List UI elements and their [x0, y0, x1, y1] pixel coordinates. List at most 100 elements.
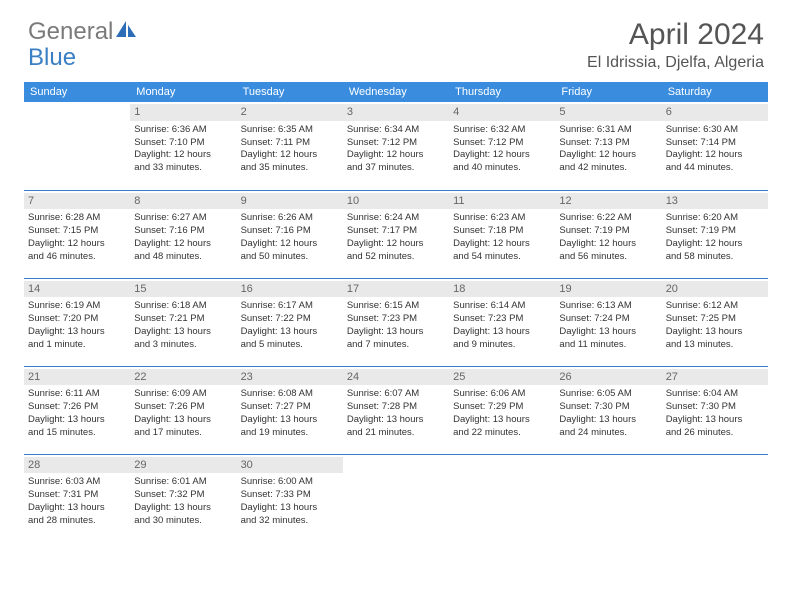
day-number: 2 — [237, 104, 343, 121]
calendar-day-cell: 20Sunrise: 6:12 AMSunset: 7:25 PMDayligh… — [662, 278, 768, 366]
cell-sunrise: Sunrise: 6:27 AM — [134, 212, 232, 225]
cell-daylight1: Daylight: 13 hours — [134, 414, 232, 427]
cell-daylight1: Daylight: 12 hours — [559, 149, 657, 162]
calendar-day-cell: 12Sunrise: 6:22 AMSunset: 7:19 PMDayligh… — [555, 190, 661, 278]
cell-sunrise: Sunrise: 6:26 AM — [241, 212, 339, 225]
day-number: 5 — [555, 104, 661, 121]
cell-daylight1: Daylight: 13 hours — [347, 414, 445, 427]
day-number: 29 — [130, 457, 236, 474]
calendar-header-row: SundayMondayTuesdayWednesdayThursdayFrid… — [24, 82, 768, 102]
cell-sunset: Sunset: 7:18 PM — [453, 225, 551, 238]
logo-sail-icon — [116, 21, 138, 39]
cell-sunset: Sunset: 7:15 PM — [28, 225, 126, 238]
cell-daylight2: and 40 minutes. — [453, 162, 551, 175]
cell-daylight2: and 15 minutes. — [28, 427, 126, 440]
calendar-day-cell: 19Sunrise: 6:13 AMSunset: 7:24 PMDayligh… — [555, 278, 661, 366]
cell-sunset: Sunset: 7:22 PM — [241, 313, 339, 326]
calendar-day-cell: 29Sunrise: 6:01 AMSunset: 7:32 PMDayligh… — [130, 454, 236, 542]
cell-sunrise: Sunrise: 6:08 AM — [241, 388, 339, 401]
cell-daylight1: Daylight: 12 hours — [28, 238, 126, 251]
cell-sunrise: Sunrise: 6:12 AM — [666, 300, 764, 313]
day-number: 23 — [237, 369, 343, 386]
cell-daylight2: and 44 minutes. — [666, 162, 764, 175]
cell-sunset: Sunset: 7:21 PM — [134, 313, 232, 326]
cell-daylight2: and 35 minutes. — [241, 162, 339, 175]
calendar-day-cell: 27Sunrise: 6:04 AMSunset: 7:30 PMDayligh… — [662, 366, 768, 454]
cell-sunrise: Sunrise: 6:32 AM — [453, 124, 551, 137]
cell-sunrise: Sunrise: 6:04 AM — [666, 388, 764, 401]
calendar-day-cell: 16Sunrise: 6:17 AMSunset: 7:22 PMDayligh… — [237, 278, 343, 366]
calendar-day-cell: 15Sunrise: 6:18 AMSunset: 7:21 PMDayligh… — [130, 278, 236, 366]
cell-daylight2: and 54 minutes. — [453, 251, 551, 264]
cell-sunrise: Sunrise: 6:14 AM — [453, 300, 551, 313]
cell-sunrise: Sunrise: 6:20 AM — [666, 212, 764, 225]
calendar-day-cell: 9Sunrise: 6:26 AMSunset: 7:16 PMDaylight… — [237, 190, 343, 278]
cell-daylight2: and 56 minutes. — [559, 251, 657, 264]
day-number: 15 — [130, 281, 236, 298]
cell-daylight2: and 48 minutes. — [134, 251, 232, 264]
calendar-body: 1Sunrise: 6:36 AMSunset: 7:10 PMDaylight… — [24, 102, 768, 542]
cell-sunrise: Sunrise: 6:28 AM — [28, 212, 126, 225]
cell-daylight1: Daylight: 12 hours — [241, 238, 339, 251]
calendar-day-cell — [24, 102, 130, 190]
cell-daylight2: and 42 minutes. — [559, 162, 657, 175]
cell-daylight2: and 7 minutes. — [347, 339, 445, 352]
cell-sunset: Sunset: 7:12 PM — [347, 137, 445, 150]
cell-sunrise: Sunrise: 6:00 AM — [241, 476, 339, 489]
cell-sunrise: Sunrise: 6:03 AM — [28, 476, 126, 489]
day-number: 4 — [449, 104, 555, 121]
cell-sunset: Sunset: 7:13 PM — [559, 137, 657, 150]
day-number: 6 — [662, 104, 768, 121]
day-number: 1 — [130, 104, 236, 121]
weekday-header: Tuesday — [237, 82, 343, 102]
calendar-week-row: 14Sunrise: 6:19 AMSunset: 7:20 PMDayligh… — [24, 278, 768, 366]
month-title: April 2024 — [587, 18, 764, 52]
cell-daylight1: Daylight: 13 hours — [666, 414, 764, 427]
calendar-day-cell: 2Sunrise: 6:35 AMSunset: 7:11 PMDaylight… — [237, 102, 343, 190]
calendar-day-cell: 24Sunrise: 6:07 AMSunset: 7:28 PMDayligh… — [343, 366, 449, 454]
cell-daylight1: Daylight: 12 hours — [666, 238, 764, 251]
cell-sunrise: Sunrise: 6:05 AM — [559, 388, 657, 401]
calendar-day-cell — [343, 454, 449, 542]
calendar-day-cell: 8Sunrise: 6:27 AMSunset: 7:16 PMDaylight… — [130, 190, 236, 278]
cell-daylight2: and 11 minutes. — [559, 339, 657, 352]
cell-sunrise: Sunrise: 6:30 AM — [666, 124, 764, 137]
cell-sunset: Sunset: 7:16 PM — [241, 225, 339, 238]
cell-daylight2: and 52 minutes. — [347, 251, 445, 264]
cell-sunset: Sunset: 7:31 PM — [28, 489, 126, 502]
cell-sunset: Sunset: 7:20 PM — [28, 313, 126, 326]
cell-daylight2: and 33 minutes. — [134, 162, 232, 175]
day-number: 12 — [555, 193, 661, 210]
cell-daylight1: Daylight: 13 hours — [241, 502, 339, 515]
cell-daylight1: Daylight: 13 hours — [241, 326, 339, 339]
calendar-day-cell — [449, 454, 555, 542]
calendar-table: SundayMondayTuesdayWednesdayThursdayFrid… — [24, 82, 768, 542]
cell-sunrise: Sunrise: 6:07 AM — [347, 388, 445, 401]
brand-part1: General — [28, 18, 113, 46]
cell-sunset: Sunset: 7:19 PM — [559, 225, 657, 238]
cell-sunrise: Sunrise: 6:06 AM — [453, 388, 551, 401]
calendar-day-cell: 30Sunrise: 6:00 AMSunset: 7:33 PMDayligh… — [237, 454, 343, 542]
calendar-day-cell: 3Sunrise: 6:34 AMSunset: 7:12 PMDaylight… — [343, 102, 449, 190]
cell-sunrise: Sunrise: 6:11 AM — [28, 388, 126, 401]
weekday-header: Thursday — [449, 82, 555, 102]
calendar-week-row: 28Sunrise: 6:03 AMSunset: 7:31 PMDayligh… — [24, 454, 768, 542]
cell-daylight2: and 28 minutes. — [28, 515, 126, 528]
calendar-day-cell: 4Sunrise: 6:32 AMSunset: 7:12 PMDaylight… — [449, 102, 555, 190]
cell-sunrise: Sunrise: 6:23 AM — [453, 212, 551, 225]
cell-sunset: Sunset: 7:23 PM — [453, 313, 551, 326]
cell-daylight1: Daylight: 12 hours — [134, 238, 232, 251]
page-header: General April 2024 El Idrissia, Djelfa, … — [0, 0, 792, 82]
brand-part2: Blue — [28, 44, 76, 72]
cell-sunset: Sunset: 7:24 PM — [559, 313, 657, 326]
cell-daylight1: Daylight: 13 hours — [134, 326, 232, 339]
calendar-day-cell: 18Sunrise: 6:14 AMSunset: 7:23 PMDayligh… — [449, 278, 555, 366]
cell-sunset: Sunset: 7:29 PM — [453, 401, 551, 414]
cell-daylight2: and 24 minutes. — [559, 427, 657, 440]
cell-daylight1: Daylight: 12 hours — [559, 238, 657, 251]
cell-daylight2: and 9 minutes. — [453, 339, 551, 352]
calendar-day-cell: 1Sunrise: 6:36 AMSunset: 7:10 PMDaylight… — [130, 102, 236, 190]
day-number: 27 — [662, 369, 768, 386]
cell-daylight2: and 17 minutes. — [134, 427, 232, 440]
cell-daylight2: and 3 minutes. — [134, 339, 232, 352]
